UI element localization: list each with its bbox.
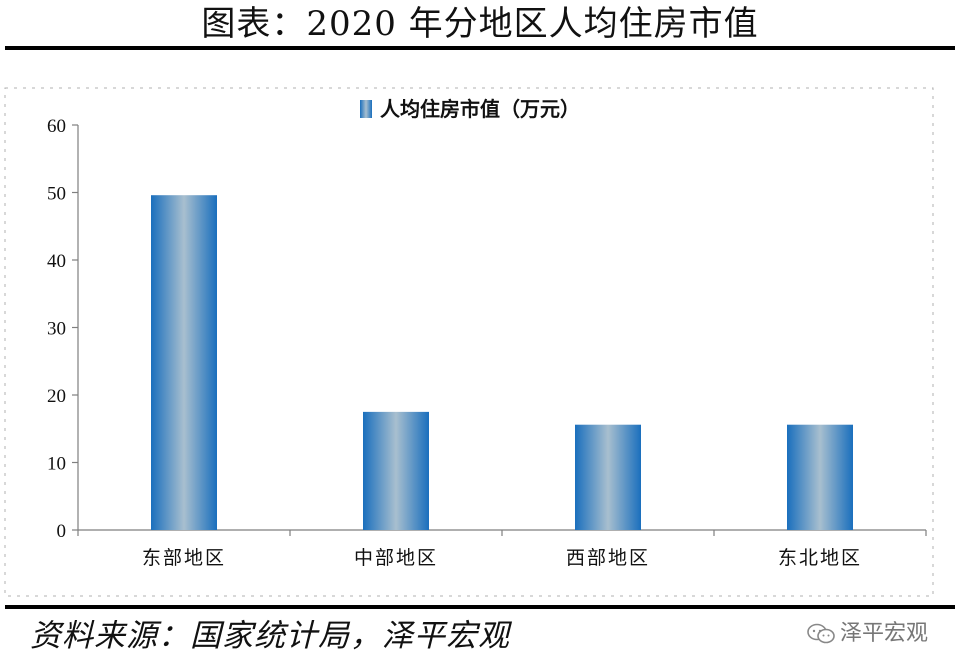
x-tick-label: 西部地区 <box>566 547 650 569</box>
bar <box>575 424 641 530</box>
chart-title: 图表：2020 年分地区人均住房市值 <box>201 4 759 44</box>
x-tick-label: 中部地区 <box>354 547 438 569</box>
y-tick-label: 10 <box>47 454 66 475</box>
watermark-text: 泽平宏观 <box>839 621 928 646</box>
watermark: 泽平宏观 <box>806 618 928 650</box>
bottom-rule <box>5 605 955 609</box>
bar <box>151 195 217 530</box>
y-tick-label: 60 <box>47 116 66 137</box>
y-tick-label: 40 <box>47 251 66 272</box>
bar <box>363 411 429 530</box>
bar-chart: 0 10 20 30 40 50 60 东部地区 中部地区 西部地区 东北地区 人均住房市值（万元） <box>4 87 934 597</box>
bar <box>787 424 853 530</box>
chart-frame <box>4 87 934 597</box>
y-tick-label: 0 <box>57 521 67 542</box>
y-tick-label: 20 <box>47 386 66 407</box>
x-tick-label: 东北地区 <box>778 547 862 569</box>
wechat-icon <box>807 623 835 644</box>
x-tick-label: 东部地区 <box>142 547 226 569</box>
top-rule <box>5 46 955 50</box>
legend-label: 人均住房市值（万元） <box>380 97 580 121</box>
legend-swatch <box>360 100 372 118</box>
y-tick-label: 30 <box>47 319 66 340</box>
y-tick-label: 50 <box>47 184 66 205</box>
source-note: 资料来源：国家统计局，泽平宏观 <box>30 618 510 654</box>
